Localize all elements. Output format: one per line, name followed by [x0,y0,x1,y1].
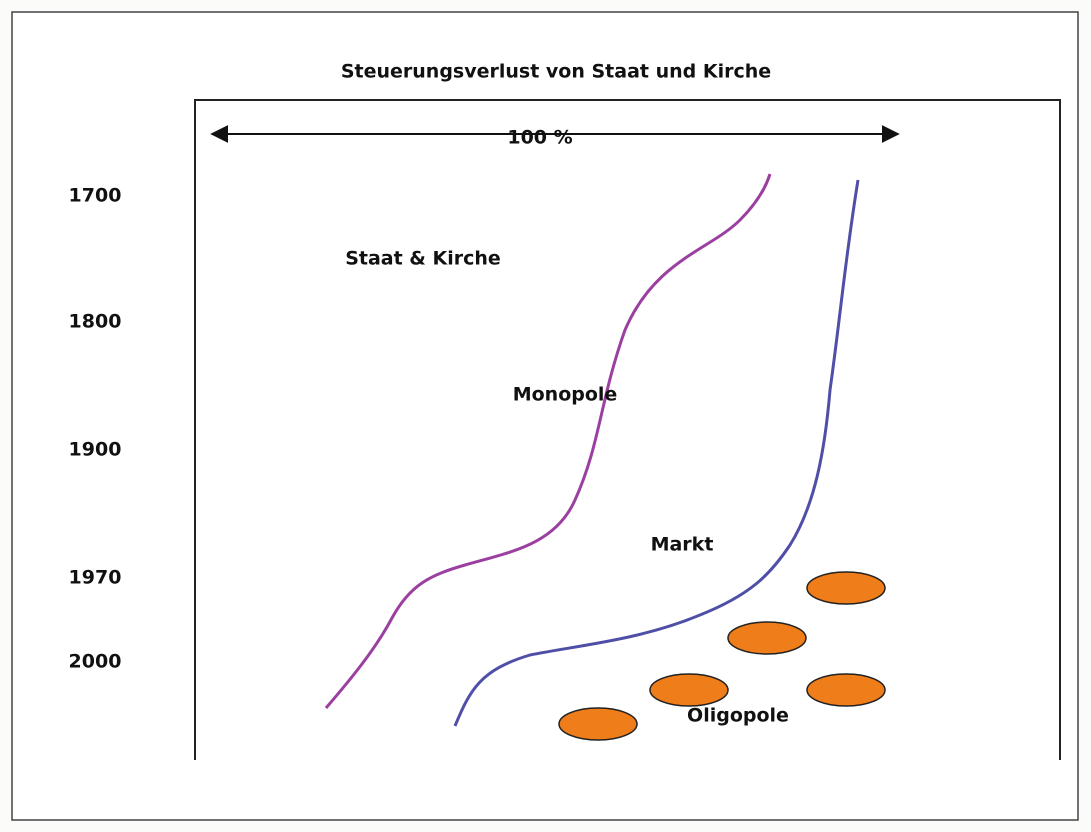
year-label: 2000 [69,651,122,673]
scale-label: 100 % [507,127,572,149]
year-label: 1800 [69,311,122,333]
year-label: 1700 [69,185,122,207]
region-label: Monopole [513,384,618,406]
diagram-title: Steuerungsverlust von Staat und Kirche [341,61,771,83]
oligopoly-ellipse [727,621,807,655]
region-label: Oligopole [687,705,789,727]
inner-frame [194,99,1061,760]
outer-frame [11,11,1079,821]
year-label: 1900 [69,439,122,461]
oligopoly-ellipse [558,707,638,741]
market-boundary-curve [453,179,860,727]
oligopoly-ellipse [649,673,729,707]
region-label: Markt [651,534,714,556]
state-boundary-curve [324,173,772,709]
oligopoly-markers [558,571,886,741]
region-label: Staat & Kirche [345,248,501,270]
oligopoly-ellipse [806,673,886,707]
year-label: 1970 [69,567,122,589]
oligopoly-ellipse [806,571,886,605]
